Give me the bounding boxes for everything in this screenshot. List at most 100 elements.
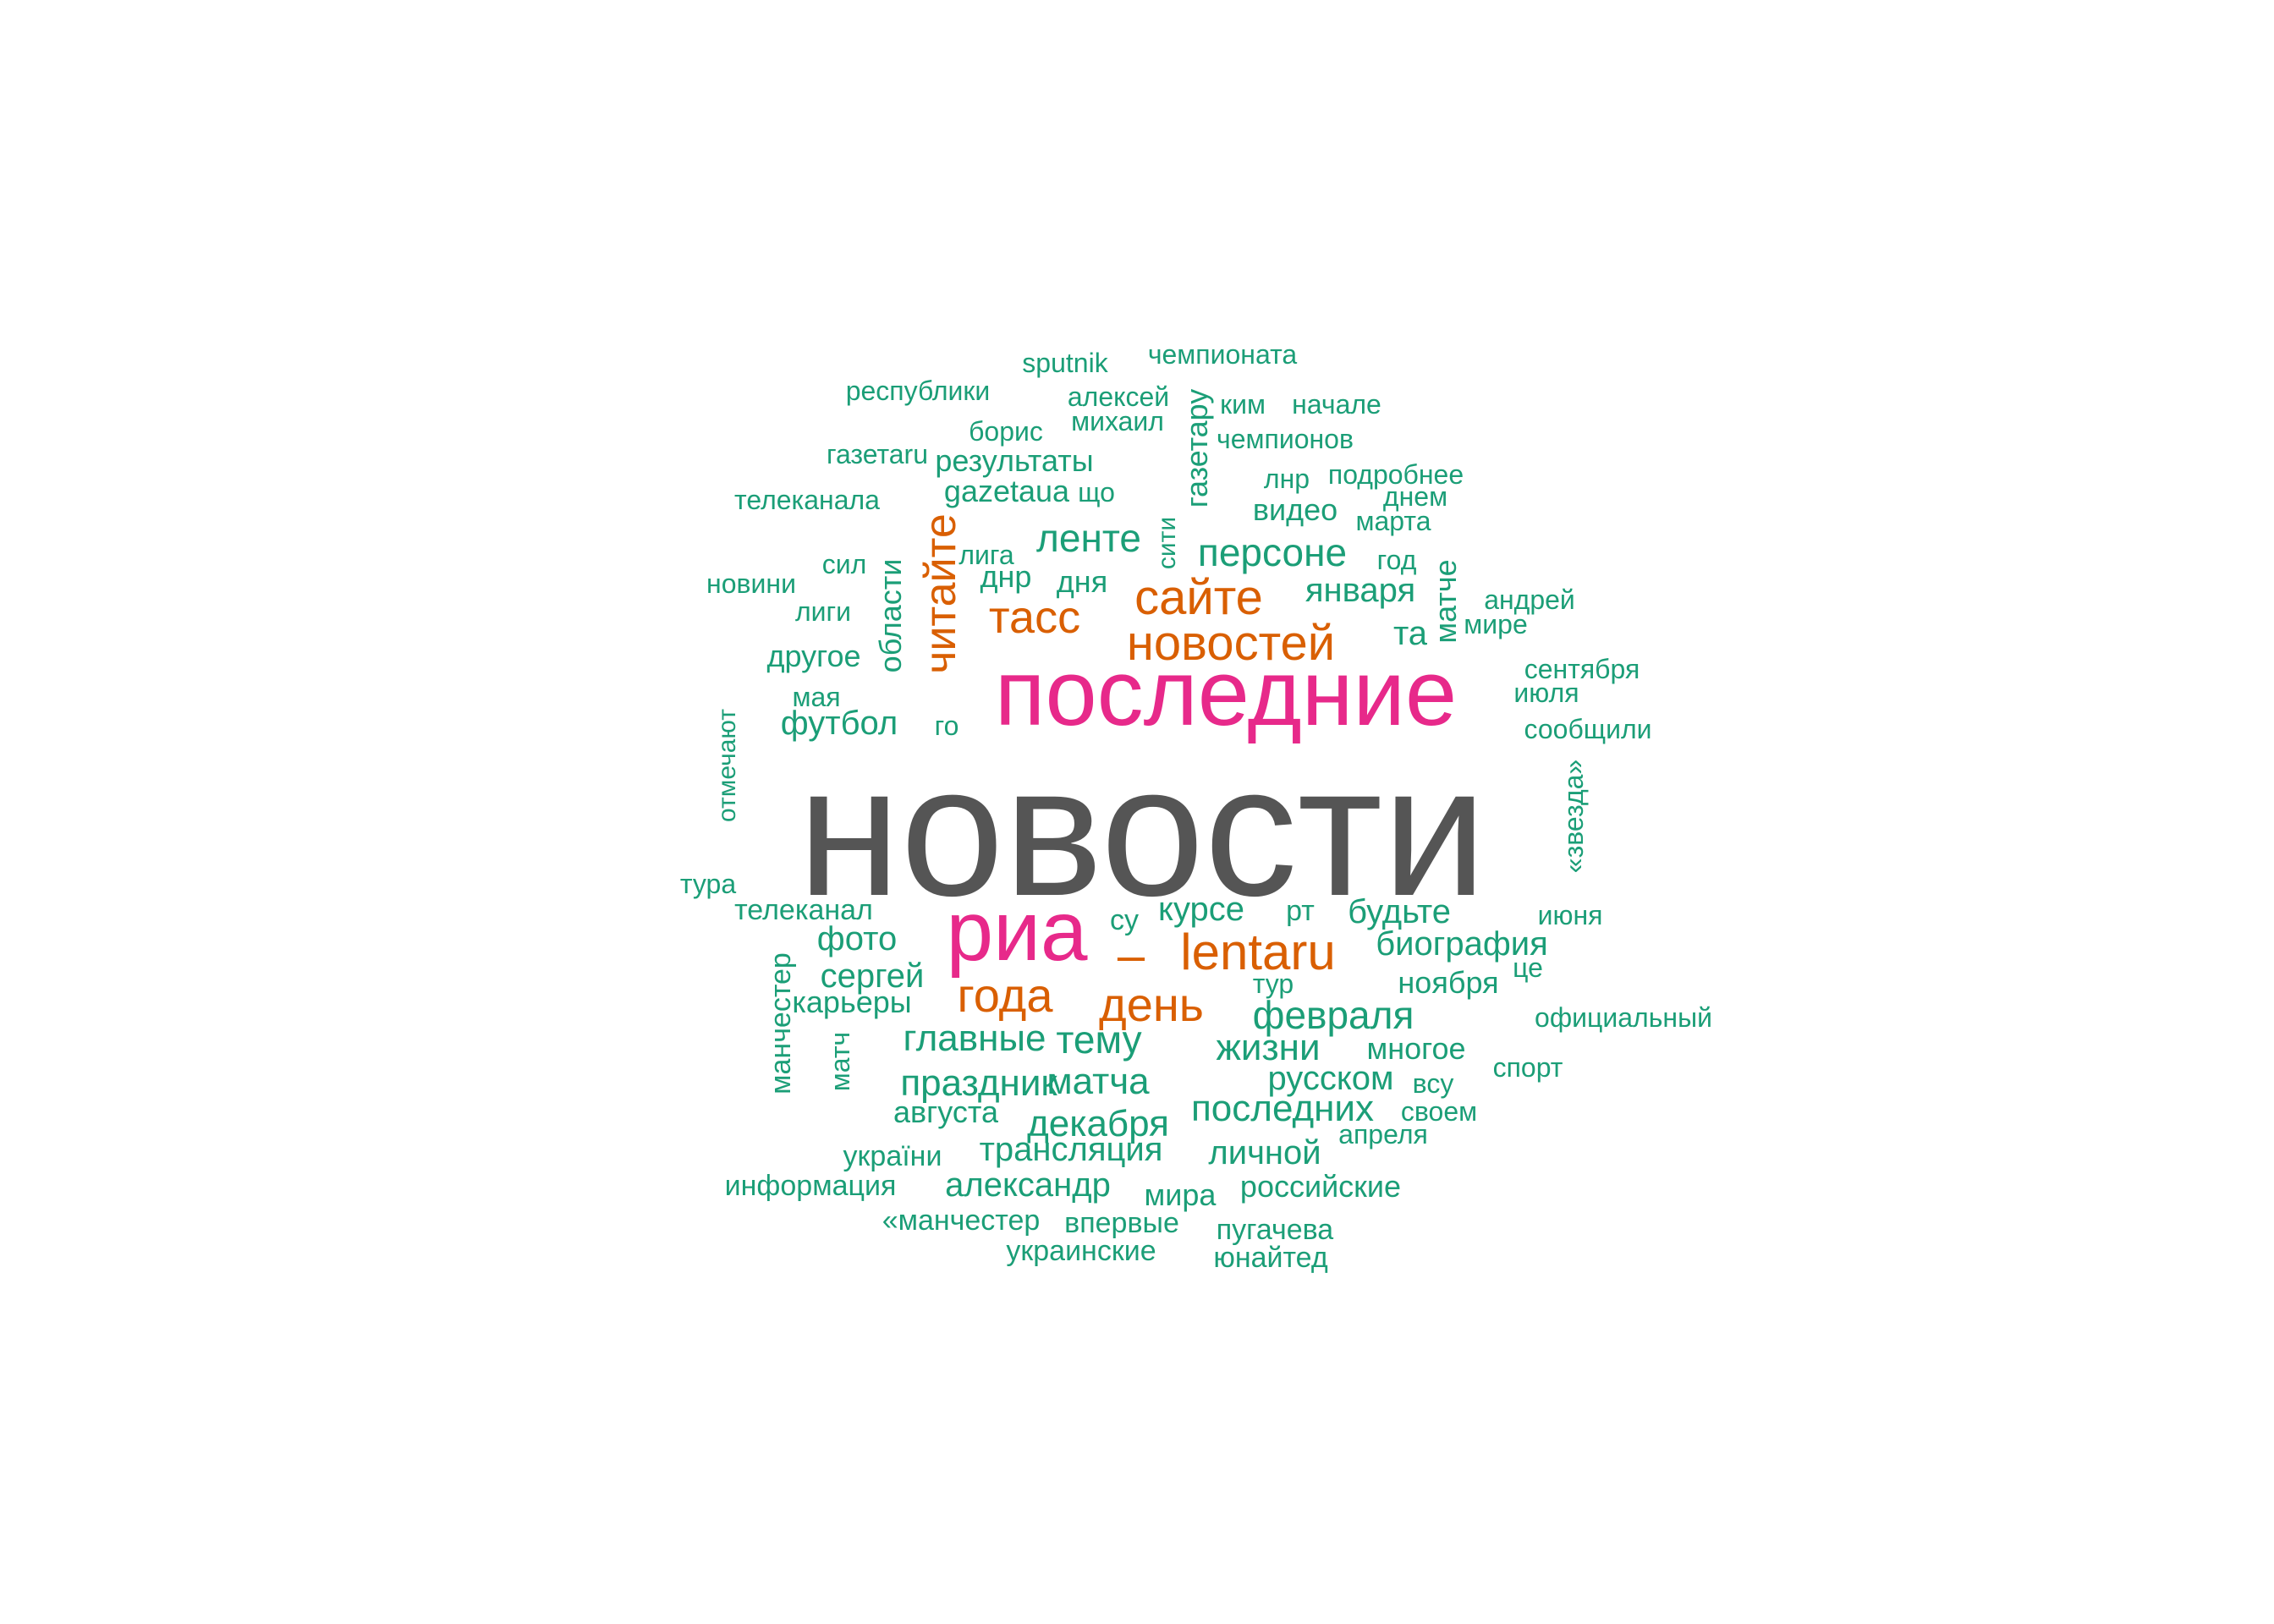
word-cloud-word: го xyxy=(934,710,959,741)
word-cloud-word: лнр xyxy=(1263,464,1310,494)
word-cloud-word: lentaru xyxy=(1180,924,1336,980)
word-cloud-word: та xyxy=(1392,615,1428,652)
word-cloud-word: отмечают xyxy=(713,709,741,822)
word-cloud-word: тему xyxy=(1056,1018,1142,1062)
word-cloud-word: фото xyxy=(816,920,898,957)
word-cloud-word: сил xyxy=(821,549,867,579)
word-cloud-word: года xyxy=(957,968,1053,1022)
word-cloud-word: праздник xyxy=(900,1062,1057,1104)
word-cloud-word: сайте xyxy=(1134,570,1263,625)
word-cloud-word: результаты xyxy=(935,443,1094,478)
word-cloud-word: мире xyxy=(1464,609,1528,639)
word-cloud-word: чемпионата xyxy=(1147,339,1298,370)
word-cloud-word: другое xyxy=(766,639,861,673)
word-cloud-word: начале xyxy=(1292,389,1381,420)
word-cloud-word: gazetaua xyxy=(943,474,1070,508)
word-cloud-word: дня xyxy=(1056,564,1108,599)
word-cloud-word: своем xyxy=(1400,1096,1478,1127)
word-cloud-word: многое xyxy=(1366,1031,1466,1066)
word-cloud-word: персоне xyxy=(1197,530,1348,574)
word-cloud-word: україни xyxy=(843,1140,942,1172)
word-cloud-word: марта xyxy=(1355,506,1431,536)
word-cloud-word: апреля xyxy=(1338,1119,1428,1149)
word-cloud-word: мира xyxy=(1144,1177,1217,1212)
word-cloud-word: чемпионов xyxy=(1217,424,1354,454)
word-cloud-word: всу xyxy=(1412,1068,1454,1099)
word-cloud-word: тура xyxy=(679,869,737,899)
word-cloud-word: новости xyxy=(797,727,1487,935)
word-cloud-word: области xyxy=(873,558,908,673)
word-cloud-word: официальный xyxy=(1535,1002,1712,1033)
word-cloud-word: ким xyxy=(1220,389,1266,420)
word-cloud-word: декабря xyxy=(1027,1103,1169,1144)
word-cloud-word: курсе xyxy=(1158,891,1244,928)
word-cloud-word: юнайтед xyxy=(1213,1242,1328,1274)
word-cloud-word: це xyxy=(1513,952,1543,983)
word-cloud-word: мая xyxy=(792,682,841,712)
word-cloud-word: лиги xyxy=(794,596,852,627)
word-cloud-word: новини xyxy=(706,568,796,599)
word-cloud-word: последние xyxy=(994,641,1458,745)
word-cloud-word: год xyxy=(1376,545,1417,575)
word-cloud-word: трансляция xyxy=(979,1131,1163,1168)
word-cloud-word: тур xyxy=(1252,968,1294,999)
word-cloud-word: днр xyxy=(980,559,1032,594)
word-cloud-word: що xyxy=(1078,477,1115,508)
word-cloud-word: телеканала xyxy=(734,485,880,515)
word-cloud-word: августа xyxy=(893,1095,998,1129)
word-cloud-word: биография xyxy=(1376,925,1548,963)
word-cloud-word: подробнее xyxy=(1327,459,1464,490)
word-cloud-word: читайте xyxy=(916,513,965,674)
word-cloud-word: украинские xyxy=(1006,1235,1156,1267)
word-cloud-word: днем xyxy=(1382,481,1448,512)
word-cloud-word: газетару xyxy=(1179,388,1214,508)
word-cloud-word: сентября xyxy=(1524,654,1640,684)
word-cloud-word: пугачева xyxy=(1216,1214,1334,1246)
word-cloud-word: матче xyxy=(1428,559,1463,644)
word-cloud-word: видео xyxy=(1252,492,1338,527)
word-cloud-word: новостей xyxy=(1126,616,1336,671)
word-cloud-word: сити xyxy=(1153,516,1181,570)
word-cloud-word: лига xyxy=(958,540,1014,570)
word-cloud-word: день xyxy=(1099,978,1204,1031)
word-cloud-word: рт xyxy=(1286,895,1315,927)
word-cloud-word: личной xyxy=(1208,1134,1321,1171)
word-cloud-word: борис xyxy=(969,416,1043,447)
word-cloud-word: матч xyxy=(825,1031,855,1092)
word-cloud-word: sputnik xyxy=(1022,348,1108,378)
word-cloud-word: тасс xyxy=(988,592,1081,643)
word-cloud-word: «манчестер xyxy=(882,1204,1041,1237)
word-cloud-word: сообщили xyxy=(1524,714,1652,744)
word-cloud-word: информация xyxy=(724,1170,897,1202)
word-cloud-word: спорт xyxy=(1492,1052,1563,1083)
word-cloud-word: алексей xyxy=(1067,381,1170,412)
word-cloud-word: июня xyxy=(1537,900,1603,930)
word-cloud-word: – xyxy=(1117,928,1145,983)
word-cloud-word: михаил xyxy=(1071,406,1164,436)
word-cloud-word: сергей xyxy=(820,957,925,995)
word-cloud-word: «звезда» xyxy=(1558,759,1589,874)
word-cloud-word: российские xyxy=(1239,1169,1402,1204)
word-cloud-word: телеканал xyxy=(734,894,873,926)
word-cloud-word: русском xyxy=(1267,1060,1394,1097)
word-cloud-word: манчестер xyxy=(765,952,797,1095)
word-cloud-word: футбол xyxy=(780,705,898,742)
word-cloud-word: главные xyxy=(903,1018,1046,1059)
word-cloud-word: ленте xyxy=(1036,516,1141,560)
word-cloud-word: риа xyxy=(946,884,1088,979)
word-cloud-word: ноября xyxy=(1398,965,1499,1000)
word-cloud-word: республики xyxy=(845,376,991,406)
word-cloud-word: андрей xyxy=(1484,584,1575,615)
word-cloud-word: жизни xyxy=(1216,1027,1321,1068)
word-cloud-word: матча xyxy=(1046,1061,1150,1102)
word-cloud-word: будьте xyxy=(1348,893,1451,930)
word-cloud-word: газетаru xyxy=(827,439,928,469)
word-cloud-word: последних xyxy=(1190,1088,1375,1129)
word-cloud-word: су xyxy=(1110,904,1139,936)
word-cloud-word: июля xyxy=(1513,678,1579,708)
word-cloud-word: впервые xyxy=(1064,1207,1179,1239)
word-cloud-word: александр xyxy=(945,1166,1111,1204)
word-cloud-word: карьеры xyxy=(792,985,912,1019)
word-cloud-word: января xyxy=(1305,572,1416,609)
